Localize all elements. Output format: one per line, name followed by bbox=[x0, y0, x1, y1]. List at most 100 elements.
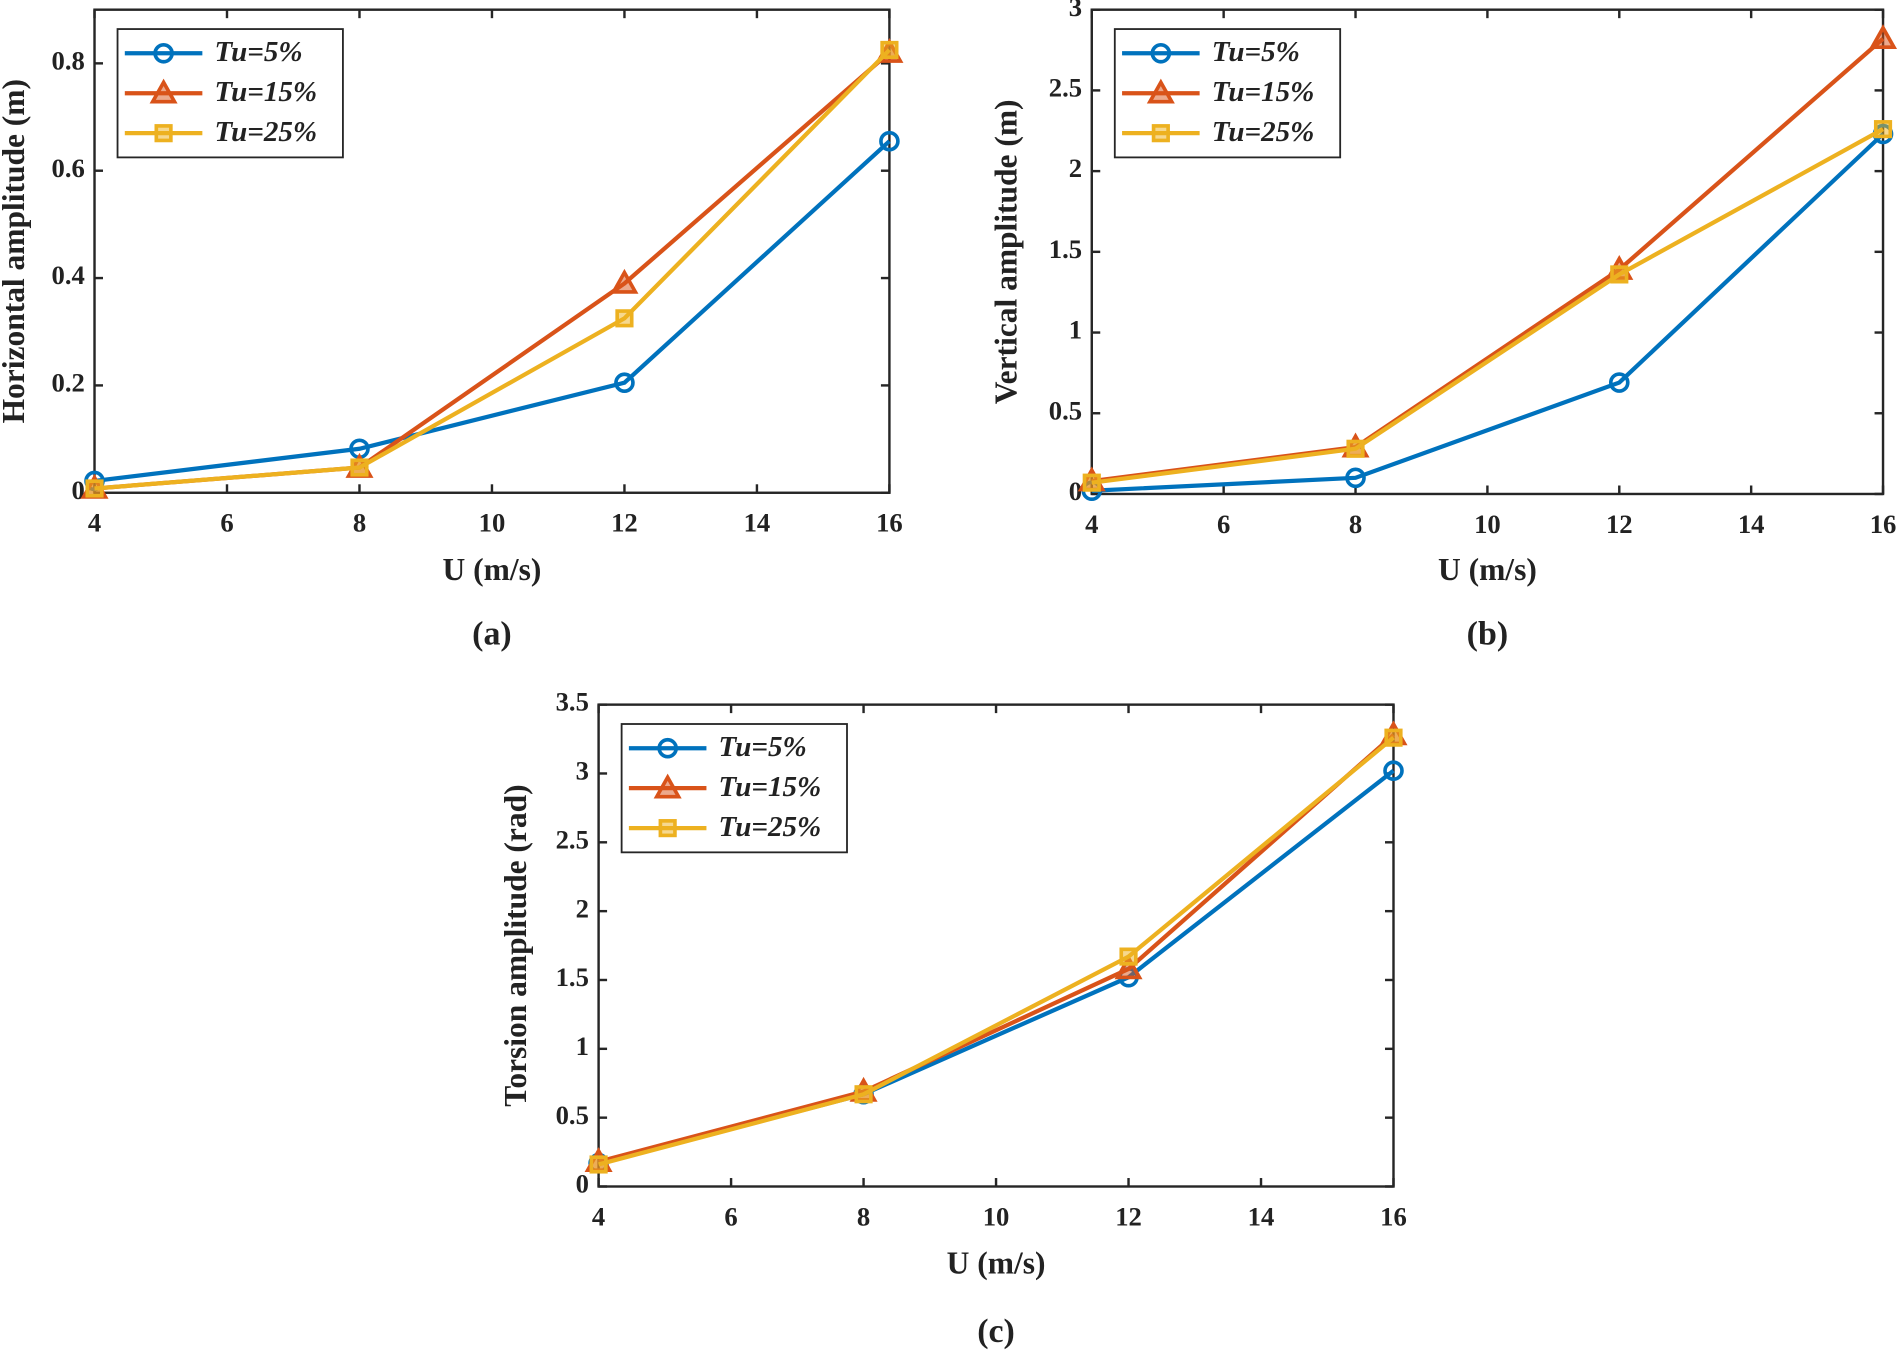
marker bbox=[85, 479, 104, 498]
marker bbox=[1114, 954, 1143, 980]
x-tick-label: 12 bbox=[1606, 509, 1633, 539]
marker bbox=[854, 1085, 873, 1104]
x-tick-label: 16 bbox=[1380, 1201, 1407, 1231]
y-tick-label: 3.5 bbox=[556, 687, 589, 717]
legend-label: Tu=25% bbox=[214, 116, 317, 148]
legend: Tu=5% Tu=15% Tu=25% bbox=[1113, 28, 1342, 159]
panel-label: (a) bbox=[472, 616, 512, 653]
y-tick-label: 0.8 bbox=[52, 45, 85, 75]
x-tick-label: 6 bbox=[724, 1201, 737, 1231]
panel-label: (b) bbox=[1467, 616, 1508, 653]
x-axis-label: U (m/s) bbox=[947, 1246, 1046, 1281]
y-axis-label: Horizontal amplitude (m) bbox=[0, 79, 31, 423]
y-tick-label: 3 bbox=[1069, 0, 1082, 22]
marker bbox=[1150, 42, 1172, 64]
x-tick-label: 4 bbox=[592, 1201, 605, 1231]
x-tick-label: 16 bbox=[876, 508, 903, 538]
marker bbox=[1151, 124, 1170, 143]
y-axis-label: Torsion amplitude (rad) bbox=[498, 784, 533, 1106]
series-line bbox=[1091, 127, 1885, 485]
series-line bbox=[598, 733, 1395, 1164]
marker bbox=[153, 42, 174, 64]
y-tick-label: 1 bbox=[576, 1031, 589, 1061]
x-axis-label: U (m/s) bbox=[1438, 552, 1537, 587]
y-tick-label: 0 bbox=[576, 1169, 589, 1199]
marker bbox=[657, 737, 678, 759]
marker bbox=[154, 124, 173, 143]
marker bbox=[614, 372, 635, 394]
legend-label: Tu=15% bbox=[214, 76, 317, 108]
series-line bbox=[94, 48, 891, 491]
legend: Tu=5% Tu=15% Tu=25% bbox=[116, 28, 344, 159]
x-tick-label: 16 bbox=[1870, 509, 1897, 539]
marker bbox=[149, 78, 178, 104]
legend-label: Tu=15% bbox=[1212, 76, 1315, 108]
marker bbox=[1346, 439, 1365, 458]
marker bbox=[1146, 78, 1175, 104]
y-tick-label: 3 bbox=[576, 756, 589, 786]
marker bbox=[1869, 24, 1898, 50]
x-tick-label: 6 bbox=[220, 508, 233, 538]
y-tick-label: 1.5 bbox=[556, 962, 589, 992]
legend-label: Tu=5% bbox=[719, 731, 807, 763]
y-tick-label: 0.5 bbox=[1049, 395, 1082, 425]
chart-panel: 4 6 8 10 12 14 16 0 0.2 0.4 0.6 0.8 U (m/s) Horizonta… bbox=[0, 8, 904, 653]
chart-panel: 4 6 8 10 12 14 16 0 0.5 1 1.5 2 2.5 3 U (m/s) Vertical … bbox=[989, 0, 1898, 653]
marker bbox=[658, 819, 677, 838]
marker bbox=[1873, 120, 1893, 139]
legend-label: Tu=15% bbox=[719, 771, 822, 803]
series-line bbox=[1091, 132, 1885, 493]
y-tick-label: 2.5 bbox=[1049, 73, 1082, 103]
marker bbox=[1383, 760, 1404, 782]
x-tick-label: 10 bbox=[983, 1201, 1010, 1231]
series-line bbox=[598, 736, 1395, 1167]
marker bbox=[589, 1155, 608, 1174]
y-tick-label: 1.5 bbox=[1049, 234, 1082, 264]
y-tick-label: 0 bbox=[1069, 476, 1082, 506]
y-tick-label: 2 bbox=[576, 893, 589, 923]
x-tick-label: 4 bbox=[1085, 509, 1098, 539]
y-tick-label: 2.5 bbox=[556, 824, 589, 854]
legend: Tu=5% Tu=15% Tu=25% bbox=[620, 723, 848, 854]
x-tick-label: 10 bbox=[479, 508, 506, 538]
marker bbox=[350, 458, 369, 477]
y-tick-label: 0.4 bbox=[52, 260, 85, 290]
legend-label: Tu=25% bbox=[719, 811, 822, 843]
panel-label: (c) bbox=[977, 1313, 1015, 1350]
marker bbox=[615, 309, 634, 328]
y-tick-label: 2 bbox=[1069, 153, 1082, 183]
marker bbox=[1610, 265, 1629, 284]
x-tick-label: 8 bbox=[1349, 509, 1362, 539]
y-axis-label: Vertical amplitude (m) bbox=[989, 99, 1024, 404]
chart-panel: 4 6 8 10 12 14 16 0 0.5 1 1.5 2 2.5 3 3.5 U (m/s) Torsio… bbox=[498, 687, 1408, 1350]
marker bbox=[653, 773, 682, 799]
legend-label: Tu=5% bbox=[214, 36, 302, 68]
y-tick-label: 0 bbox=[72, 475, 85, 505]
x-tick-label: 6 bbox=[1217, 509, 1230, 539]
marker bbox=[879, 130, 900, 152]
x-tick-label: 10 bbox=[1474, 509, 1501, 539]
x-tick-label: 8 bbox=[353, 508, 366, 538]
x-tick-label: 14 bbox=[744, 508, 771, 538]
x-tick-label: 14 bbox=[1738, 509, 1765, 539]
x-tick-label: 4 bbox=[88, 508, 101, 538]
x-tick-label: 14 bbox=[1248, 1201, 1275, 1231]
y-tick-label: 0.2 bbox=[52, 368, 85, 398]
marker bbox=[610, 268, 639, 294]
marker bbox=[1345, 467, 1366, 489]
legend-label: Tu=5% bbox=[1212, 36, 1300, 68]
legend-label: Tu=25% bbox=[1212, 116, 1315, 148]
marker bbox=[1119, 947, 1138, 966]
series-line bbox=[94, 139, 891, 484]
x-axis-label: U (m/s) bbox=[443, 552, 542, 587]
x-tick-label: 8 bbox=[857, 1201, 870, 1231]
y-tick-label: 0.6 bbox=[52, 153, 85, 183]
marker bbox=[880, 40, 899, 60]
marker bbox=[1384, 728, 1403, 747]
marker bbox=[1608, 372, 1630, 393]
marker bbox=[1082, 473, 1101, 492]
y-tick-label: 0.5 bbox=[556, 1100, 589, 1130]
x-tick-label: 12 bbox=[1115, 1201, 1142, 1231]
y-tick-label: 1 bbox=[1069, 315, 1082, 345]
